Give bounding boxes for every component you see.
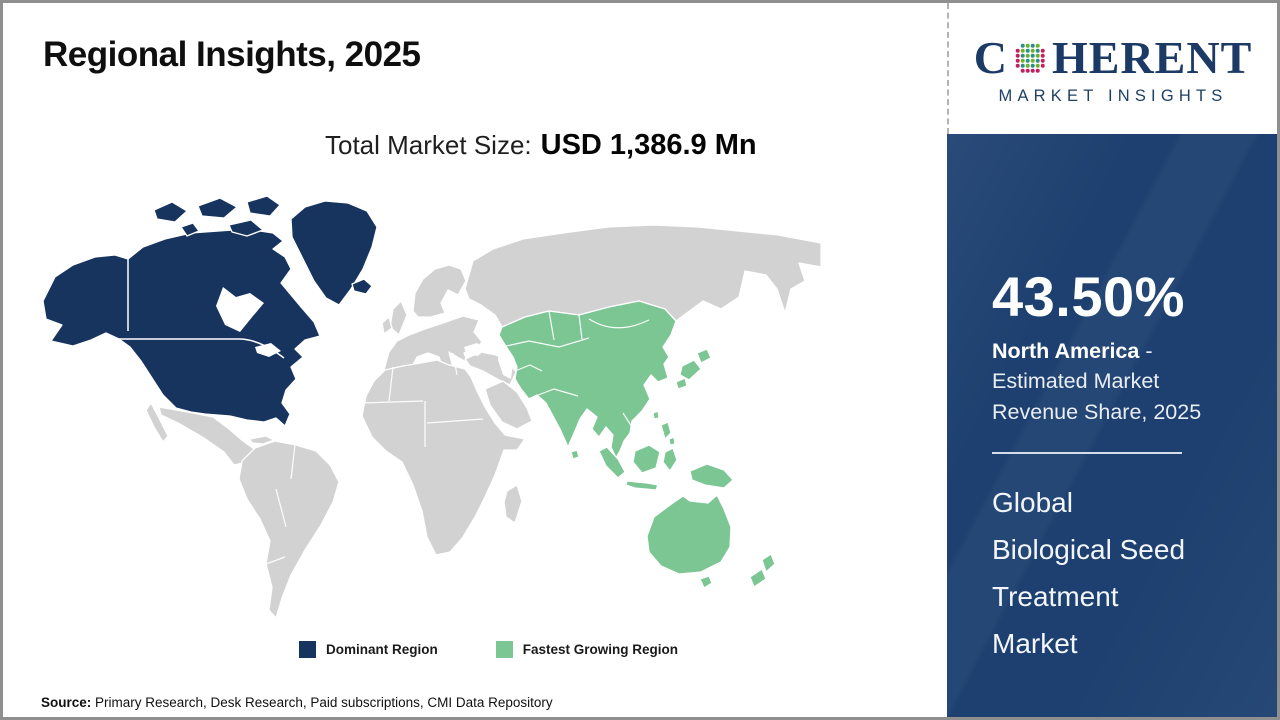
company-logo: C HERENT MARKET INSIGHTS — [947, 3, 1277, 134]
world-map — [33, 189, 823, 629]
hudson-bay — [216, 287, 264, 332]
island-borneo — [632, 444, 661, 474]
arctic-island — [197, 197, 238, 219]
region-africa — [361, 359, 526, 556]
arctic-island — [246, 195, 281, 217]
fastest-region-swatch — [495, 641, 513, 658]
total-market-size-value: USD 1,386.9 Mn — [540, 129, 757, 161]
logo-letter-c: C — [973, 32, 1008, 83]
island-sulawesi — [662, 447, 678, 472]
arctic-island — [153, 201, 188, 223]
country-greenland — [290, 200, 378, 306]
sidebar-divider — [992, 452, 1182, 455]
legend-item-dominant: Dominant Region — [299, 641, 438, 658]
region-dominant-north-america — [42, 195, 378, 427]
market-name: Global Biological Seed Treatment Market — [992, 487, 1186, 659]
country-ireland — [381, 316, 393, 335]
country-taiwan — [652, 410, 660, 420]
arctic-island — [228, 219, 264, 237]
market-share-region: North America — [992, 338, 1140, 363]
fastest-region-label: Fastest Growing Region — [522, 642, 679, 657]
island-sumatra — [598, 446, 626, 479]
country-sri-lanka — [570, 449, 580, 460]
black-sea — [464, 343, 485, 356]
source-note: Source: Primary Research, Desk Research,… — [41, 695, 553, 710]
great-lakes — [255, 343, 281, 357]
logo-wordmark: C HERENT — [974, 35, 1253, 81]
dominant-region-label: Dominant Region — [326, 642, 438, 657]
gray-country-borders — [265, 352, 484, 565]
highlight-sidebar: 43.50% North America - Estimated Market … — [947, 134, 1277, 717]
source-label: Source: — [41, 695, 92, 710]
country-japan — [696, 348, 712, 364]
total-market-size-label: Total Market Size: — [325, 130, 532, 160]
country-japan — [675, 377, 688, 390]
country-cuba — [249, 435, 275, 445]
logo-word-rest: HERENT — [1051, 32, 1253, 83]
market-share-description: North America - Estimated Market Revenue… — [992, 336, 1239, 428]
country-uk — [389, 300, 408, 336]
country-iceland — [351, 278, 373, 295]
page-title: Regional Insights, 2025 — [43, 35, 421, 74]
dominant-region-swatch — [299, 641, 316, 658]
country-philippines — [660, 421, 672, 440]
us-canada-border — [119, 338, 285, 359]
logo-tagline: MARKET INSIGHTS — [998, 87, 1228, 105]
region-south-america — [238, 440, 340, 619]
country-new-zealand — [749, 568, 767, 588]
region-asia-mainland — [498, 300, 677, 459]
country-australia — [646, 494, 732, 575]
region-other — [145, 224, 822, 619]
country-madagascar — [503, 484, 523, 524]
region-fastest-asia-pacific — [498, 300, 776, 589]
source-text: Primary Research, Desk Research, Paid su… — [91, 695, 553, 710]
green-country-borders — [501, 310, 650, 428]
logo-globe-icon — [1015, 43, 1045, 73]
country-japan — [679, 359, 702, 381]
island-java — [625, 480, 659, 491]
arctic-island — [180, 222, 200, 237]
market-share-value: 43.50% — [992, 265, 1185, 328]
region-scandinavia — [412, 264, 467, 318]
region-arabia — [484, 380, 533, 430]
map-legend: Dominant Region Fastest Growing Region — [299, 641, 678, 658]
region-mexico — [145, 402, 169, 443]
country-philippines — [668, 436, 676, 446]
total-market-size: Total Market Size: USD 1,386.9 Mn — [325, 129, 757, 162]
market-share-desc-text: - Estimated Market Revenue Share, 2025 — [992, 338, 1202, 424]
island-tasmania — [699, 575, 713, 589]
region-usa-canada — [42, 228, 321, 427]
world-map-svg — [42, 195, 822, 619]
country-new-zealand — [761, 553, 776, 573]
legend-item-fastest: Fastest Growing Region — [495, 641, 679, 658]
navy-country-borders — [119, 259, 285, 359]
island-new-guinea — [689, 463, 734, 489]
